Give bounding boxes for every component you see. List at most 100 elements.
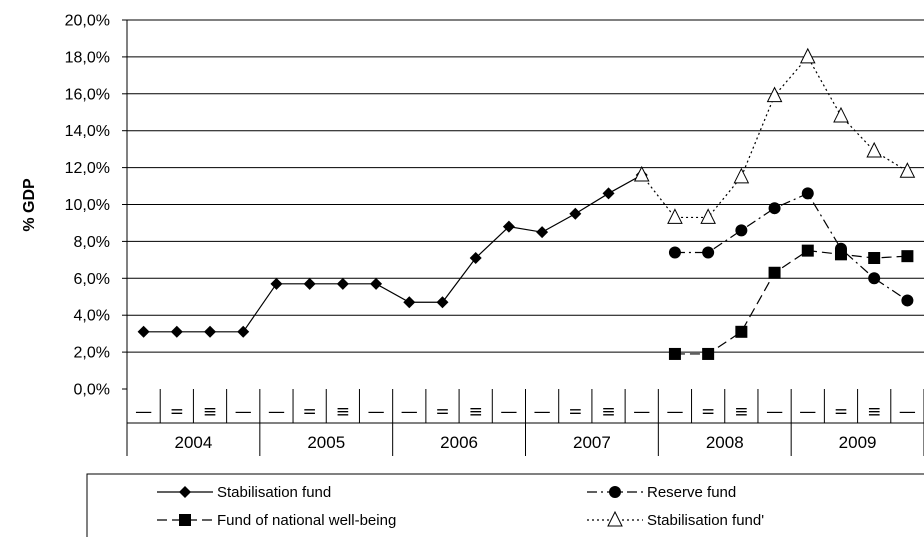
year-label: 2008 [706, 433, 744, 452]
year-label: 2009 [839, 433, 877, 452]
quarter-label: = [435, 402, 449, 422]
quarter-label: — [633, 402, 650, 422]
data-point [403, 296, 416, 309]
quarter-label: — [500, 402, 517, 422]
data-point [137, 325, 150, 338]
legend: Stabilisation fund Reserve fund Fund of na… [86, 473, 924, 537]
quarter-label: — [401, 402, 418, 422]
quarter-label: = [834, 402, 848, 422]
data-point [633, 165, 650, 182]
data-point [569, 207, 582, 220]
legend-label: Stabilisation fund' [647, 512, 764, 529]
legend-swatch-marker [609, 486, 621, 498]
y-tick-label: 12,0% [65, 160, 110, 177]
data-point [801, 187, 814, 200]
data-point [766, 86, 783, 103]
quarter-label: — [766, 402, 783, 422]
y-tick-label: 18,0% [65, 49, 110, 66]
year-label: 2005 [307, 433, 345, 452]
legend-item: Fund of national well-being [157, 512, 396, 529]
data-point [899, 162, 916, 178]
quarter-label: ≡ [336, 402, 350, 422]
axes [122, 19, 128, 456]
data-point [833, 106, 849, 123]
quarter-label: — [534, 402, 551, 422]
data-point [667, 208, 683, 224]
legend-item: Stabilisation fund [157, 484, 331, 501]
data-point [735, 325, 748, 338]
year-label: 2006 [440, 433, 478, 452]
data-point [702, 246, 715, 259]
series-line [641, 55, 908, 219]
data-point [668, 246, 681, 259]
year-label: 2007 [573, 433, 611, 452]
series-fund-of-national-well-being [668, 244, 914, 360]
data-point [768, 202, 781, 215]
x-category-axis: — = ≡ — — = ≡ — — = ≡ — — = ≡ — — = ≡ — — = ≡ — 2004 2005 2006 2007… [126, 389, 924, 456]
data-point [868, 252, 881, 265]
quarter-label: — [666, 402, 683, 422]
data-point [866, 141, 882, 158]
data-point [735, 224, 748, 237]
y-tick-label: 10,0% [65, 197, 110, 214]
data-point [901, 294, 914, 307]
quarter-label: = [568, 402, 582, 422]
data-point [237, 325, 250, 338]
data-point [733, 167, 750, 184]
data-point [801, 244, 814, 257]
quarter-label: — [899, 402, 916, 422]
data-point [868, 272, 881, 285]
quarter-label: — [135, 402, 152, 422]
legend-swatch-marker [607, 510, 623, 527]
data-point [668, 347, 681, 360]
legend-label: Stabilisation fund [217, 484, 331, 501]
legend-box [86, 473, 924, 537]
series-line [674, 250, 908, 355]
legend-item: Reserve fund [587, 484, 736, 501]
quarter-label: — [368, 402, 385, 422]
legend-swatch-marker [179, 514, 191, 526]
y-tick-label: 0,0% [74, 382, 110, 399]
quarter-label: = [303, 402, 317, 422]
series-stabilisation-fund [633, 47, 916, 224]
data-point [768, 266, 781, 279]
y-tick-label: 6,0% [74, 271, 110, 288]
y-tick-label: 14,0% [65, 123, 110, 140]
legend-label: Fund of national well-being [217, 512, 396, 529]
quarter-label: — [799, 402, 816, 422]
data-point [702, 347, 715, 360]
data-point [270, 277, 283, 290]
series-stabilisation-fund [137, 168, 648, 338]
y-tick-labels: 0,0% 2,0% 4,0% 6,0% 8,0% 10,0% 12,0% 14,0% 16,0%… [65, 13, 110, 399]
data-point [834, 248, 847, 261]
data-point [536, 226, 549, 239]
data-point [336, 277, 349, 290]
y-tick-label: 8,0% [74, 234, 110, 251]
data-point [901, 250, 914, 263]
y-tick-label: 20,0% [65, 13, 110, 30]
data-point [170, 325, 183, 338]
quarter-label: = [170, 402, 184, 422]
series-line [143, 174, 643, 333]
data-point [700, 208, 716, 224]
data-point [204, 325, 217, 338]
series-layer [137, 47, 916, 360]
series-reserve-fund [668, 187, 914, 307]
data-point [436, 296, 449, 309]
data-point [502, 220, 515, 233]
gridlines [127, 19, 924, 353]
y-tick-label: 4,0% [74, 308, 110, 325]
legend-swatch-marker [179, 486, 191, 498]
quarter-label: ≡ [867, 402, 881, 422]
data-point [303, 277, 316, 290]
quarter-label: ≡ [601, 402, 615, 422]
y-tick-label: 2,0% [74, 345, 110, 362]
data-point [602, 187, 615, 200]
quarter-label: = [701, 402, 715, 422]
year-label: 2004 [175, 433, 213, 452]
quarter-label: ≡ [469, 402, 483, 422]
quarter-label: — [235, 402, 252, 422]
data-point [799, 47, 816, 64]
y-axis-label: % GDP [21, 178, 38, 232]
